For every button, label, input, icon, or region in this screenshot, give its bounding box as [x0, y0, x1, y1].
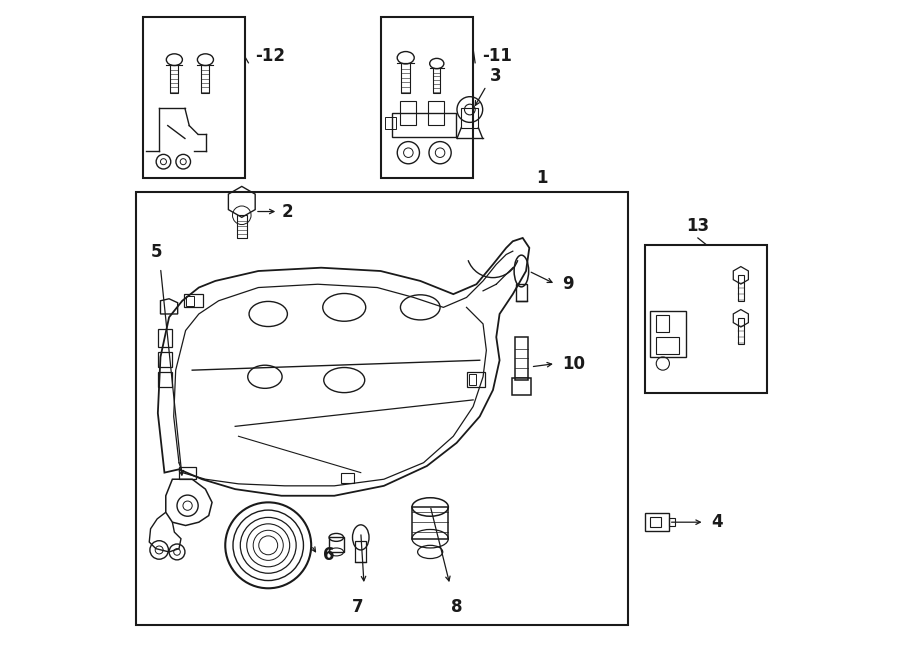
Bar: [237, 215, 247, 238]
Bar: [651, 517, 661, 527]
Text: 9: 9: [562, 275, 574, 293]
Bar: [650, 311, 686, 357]
Text: 3: 3: [490, 67, 501, 85]
Bar: [185, 296, 193, 306]
Bar: [400, 101, 417, 125]
Bar: [512, 378, 531, 395]
Text: 7: 7: [352, 598, 364, 616]
Bar: [158, 372, 173, 387]
Bar: [170, 65, 178, 93]
Text: 4: 4: [711, 513, 723, 531]
Bar: [656, 337, 680, 354]
Bar: [412, 507, 448, 539]
Text: 1: 1: [536, 169, 547, 188]
Bar: [738, 275, 744, 301]
Bar: [184, 294, 202, 307]
Bar: [341, 473, 355, 483]
Bar: [158, 329, 173, 347]
Bar: [462, 108, 479, 128]
Bar: [515, 337, 528, 380]
Bar: [738, 318, 744, 344]
Text: 5: 5: [150, 243, 162, 261]
Bar: [329, 537, 344, 552]
Text: 8: 8: [451, 598, 463, 616]
Bar: [392, 113, 456, 137]
Bar: [158, 352, 173, 367]
Bar: [142, 17, 245, 178]
Bar: [179, 467, 195, 479]
Bar: [433, 68, 440, 93]
Bar: [428, 101, 444, 125]
Bar: [381, 17, 473, 178]
Text: 6: 6: [323, 546, 335, 564]
Bar: [466, 372, 485, 387]
Text: -12: -12: [255, 47, 285, 65]
Bar: [669, 518, 675, 526]
Text: -11: -11: [482, 47, 511, 65]
Bar: [656, 315, 670, 332]
Bar: [401, 63, 410, 93]
Bar: [356, 541, 366, 562]
Bar: [645, 245, 768, 393]
Text: 2: 2: [282, 202, 293, 221]
Text: 10: 10: [562, 354, 585, 373]
Bar: [202, 65, 210, 93]
Bar: [469, 374, 476, 385]
Bar: [384, 117, 397, 129]
Text: 13: 13: [687, 217, 709, 235]
Bar: [516, 284, 526, 301]
Bar: [136, 192, 628, 625]
Bar: [645, 513, 669, 531]
